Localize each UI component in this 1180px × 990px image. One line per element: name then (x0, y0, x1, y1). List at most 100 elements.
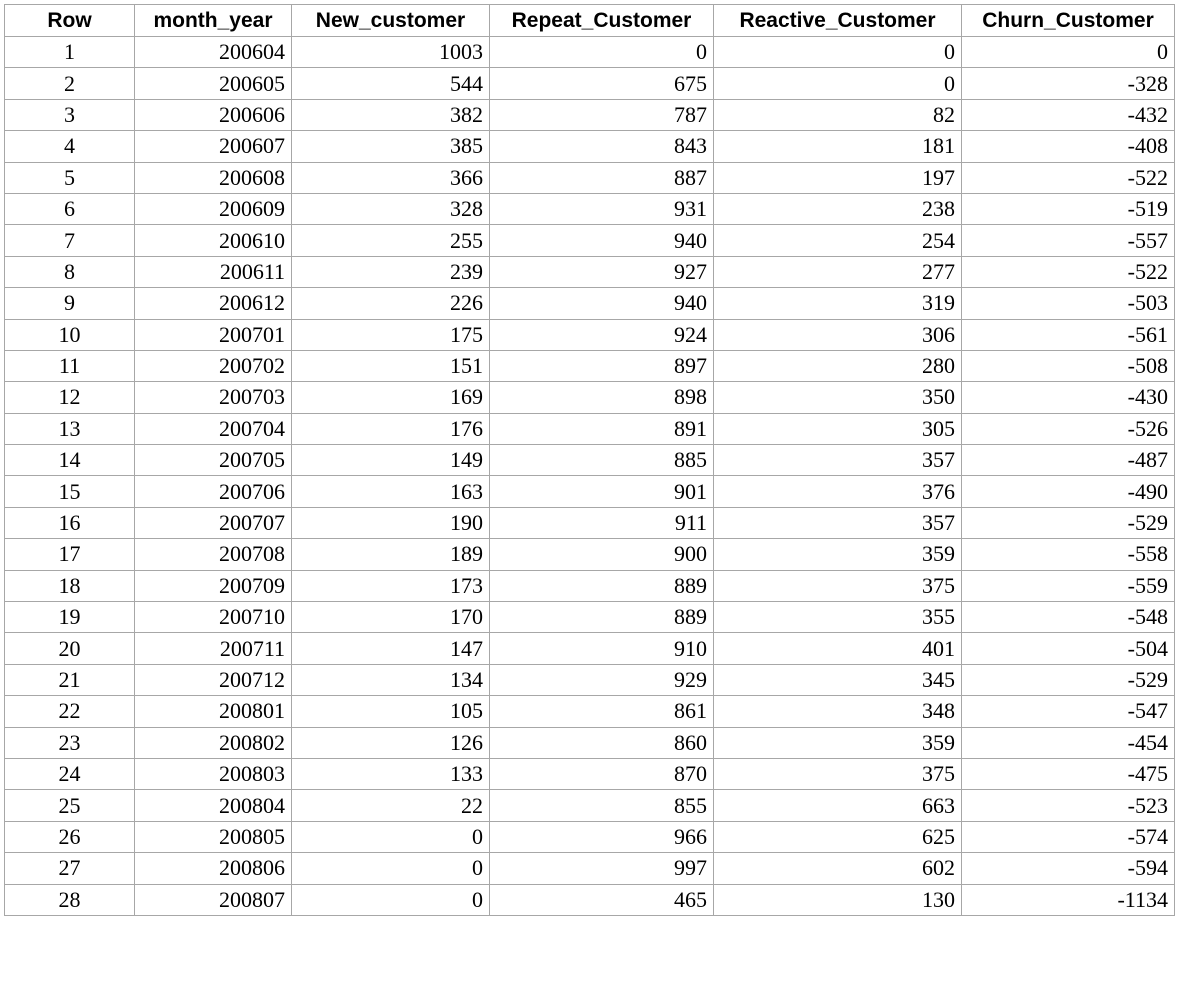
repeat-customer-cell: 885 (489, 444, 714, 477)
row-number-cell: 7 (4, 224, 135, 257)
new-customer-cell: 189 (291, 538, 490, 571)
table-row: 2 200605 544 675 0 -328 (4, 67, 1175, 100)
new-customer-cell: 133 (291, 757, 490, 791)
column-header-churn-customer: Churn_Customer (961, 4, 1175, 37)
new-customer-cell: 147 (291, 632, 490, 665)
reactive-customer-cell: 375 (713, 569, 962, 603)
new-customer-cell: 0 (291, 883, 490, 916)
reactive-customer-cell: 277 (713, 255, 962, 289)
churn-customer-cell: -522 (961, 161, 1175, 194)
reactive-customer-cell: 376 (713, 475, 962, 508)
churn-customer-cell: -519 (961, 192, 1175, 226)
table-row: 16 200707 190 911 357 -529 (4, 506, 1175, 540)
churn-customer-cell: -526 (961, 412, 1175, 446)
table-row: 6 200609 328 931 238 -519 (4, 192, 1175, 226)
month-year-cell: 200710 (134, 601, 292, 634)
table-row: 7 200610 255 940 254 -557 (4, 224, 1175, 257)
row-number-cell: 18 (4, 569, 135, 603)
new-customer-cell: 382 (291, 98, 490, 132)
row-number-cell: 20 (4, 632, 135, 665)
reactive-customer-cell: 401 (713, 632, 962, 665)
churn-customer-cell: -487 (961, 444, 1175, 477)
churn-customer-cell: -594 (961, 852, 1175, 885)
new-customer-cell: 1003 (291, 35, 490, 69)
repeat-customer-cell: 940 (489, 224, 714, 257)
churn-customer-cell: -408 (961, 130, 1175, 163)
table-row: 22 200801 105 861 348 -547 (4, 695, 1175, 728)
reactive-customer-cell: 663 (713, 789, 962, 822)
churn-customer-cell: -559 (961, 569, 1175, 603)
churn-customer-cell: -454 (961, 726, 1175, 759)
repeat-customer-cell: 0 (489, 35, 714, 69)
churn-customer-cell: -503 (961, 287, 1175, 320)
new-customer-cell: 0 (291, 820, 490, 854)
churn-customer-cell: -475 (961, 757, 1175, 791)
reactive-customer-cell: 305 (713, 412, 962, 446)
new-customer-cell: 151 (291, 349, 490, 383)
reactive-customer-cell: 254 (713, 224, 962, 257)
repeat-customer-cell: 787 (489, 98, 714, 132)
new-customer-cell: 22 (291, 789, 490, 822)
month-year-cell: 200608 (134, 161, 292, 194)
column-header-repeat-customer: Repeat_Customer (489, 4, 714, 37)
row-number-cell: 21 (4, 663, 135, 697)
reactive-customer-cell: 0 (713, 67, 962, 100)
new-customer-cell: 255 (291, 224, 490, 257)
churn-customer-cell: 0 (961, 35, 1175, 69)
month-year-cell: 200711 (134, 632, 292, 665)
table-row: 26 200805 0 966 625 -574 (4, 820, 1175, 854)
reactive-customer-cell: 602 (713, 852, 962, 885)
reactive-customer-cell: 280 (713, 349, 962, 383)
month-year-cell: 200707 (134, 506, 292, 540)
churn-customer-cell: -529 (961, 663, 1175, 697)
month-year-cell: 200804 (134, 789, 292, 822)
row-number-cell: 23 (4, 726, 135, 759)
month-year-cell: 200606 (134, 98, 292, 132)
reactive-customer-cell: 306 (713, 318, 962, 351)
month-year-cell: 200708 (134, 538, 292, 571)
table-row: 10 200701 175 924 306 -561 (4, 318, 1175, 351)
repeat-customer-cell: 675 (489, 67, 714, 100)
table-row: 8 200611 239 927 277 -522 (4, 255, 1175, 289)
table-row: 3 200606 382 787 82 -432 (4, 98, 1175, 132)
churn-customer-cell: -1134 (961, 883, 1175, 916)
repeat-customer-cell: 966 (489, 820, 714, 854)
reactive-customer-cell: 130 (713, 883, 962, 916)
row-number-cell: 11 (4, 349, 135, 383)
reactive-customer-cell: 625 (713, 820, 962, 854)
churn-customer-cell: -529 (961, 506, 1175, 540)
month-year-cell: 200801 (134, 695, 292, 728)
new-customer-cell: 385 (291, 130, 490, 163)
new-customer-cell: 544 (291, 67, 490, 100)
repeat-customer-cell: 931 (489, 192, 714, 226)
table-row: 5 200608 366 887 197 -522 (4, 161, 1175, 194)
table-row: 12 200703 169 898 350 -430 (4, 381, 1175, 414)
table-row: 24 200803 133 870 375 -475 (4, 757, 1175, 791)
month-year-cell: 200610 (134, 224, 292, 257)
table-row: 9 200612 226 940 319 -503 (4, 287, 1175, 320)
column-header-row: Row (4, 4, 135, 37)
churn-customer-cell: -557 (961, 224, 1175, 257)
new-customer-cell: 170 (291, 601, 490, 634)
column-header-reactive-customer: Reactive_Customer (713, 4, 962, 37)
row-number-cell: 22 (4, 695, 135, 728)
table-row: 1 200604 1003 0 0 0 (4, 35, 1175, 69)
row-number-cell: 27 (4, 852, 135, 885)
churn-customer-cell: -522 (961, 255, 1175, 289)
row-number-cell: 15 (4, 475, 135, 508)
month-year-cell: 200605 (134, 67, 292, 100)
row-number-cell: 16 (4, 506, 135, 540)
month-year-cell: 200609 (134, 192, 292, 226)
repeat-customer-cell: 924 (489, 318, 714, 351)
row-number-cell: 26 (4, 820, 135, 854)
month-year-cell: 200701 (134, 318, 292, 351)
repeat-customer-cell: 889 (489, 569, 714, 603)
churn-customer-cell: -561 (961, 318, 1175, 351)
row-number-cell: 1 (4, 35, 135, 69)
churn-customer-cell: -432 (961, 98, 1175, 132)
row-number-cell: 14 (4, 444, 135, 477)
new-customer-cell: 190 (291, 506, 490, 540)
reactive-customer-cell: 197 (713, 161, 962, 194)
repeat-customer-cell: 997 (489, 852, 714, 885)
repeat-customer-cell: 843 (489, 130, 714, 163)
